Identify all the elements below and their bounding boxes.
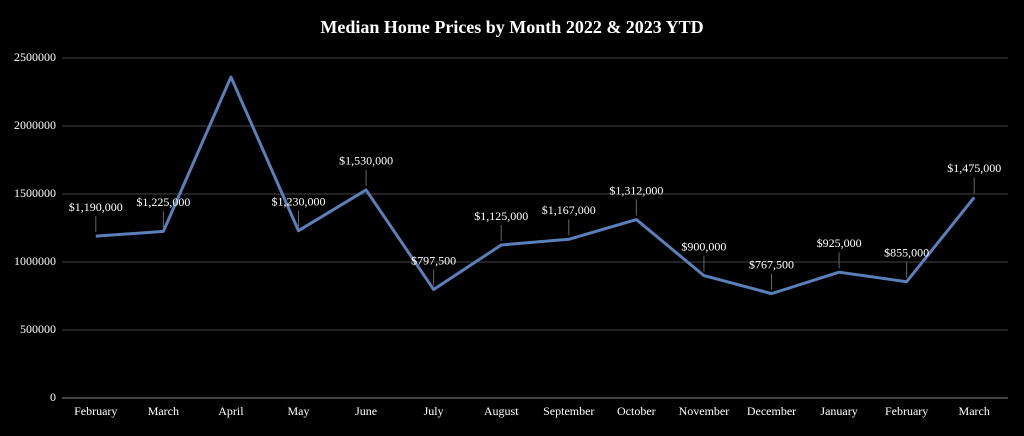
x-tick-label: October: [617, 404, 656, 418]
y-tick-label: 2500000: [14, 50, 56, 64]
data-label: $1,530,000: [339, 154, 393, 168]
data-label: $925,000: [817, 236, 862, 250]
data-label: $855,000: [884, 245, 929, 259]
data-label: $1,225,000: [136, 195, 190, 209]
x-tick-label: June: [355, 404, 377, 418]
y-tick-label: 1000000: [14, 254, 56, 268]
data-label: $797,500: [411, 253, 456, 267]
y-tick-label: 500000: [20, 322, 56, 336]
y-tick-label: 1500000: [14, 186, 56, 200]
x-tick-label: August: [484, 404, 519, 418]
data-label: $900,000: [681, 239, 726, 253]
series-line: [95, 75, 976, 296]
x-tick-label: April: [218, 404, 244, 418]
chart-title: Median Home Prices by Month 2022 & 2023 …: [320, 17, 703, 37]
data-label: $1,312,000: [609, 183, 663, 197]
x-tick-label: September: [543, 404, 594, 418]
data-label: $1,190,000: [69, 200, 123, 214]
data-label: $1,230,000: [272, 194, 326, 208]
y-tick-label: 0: [50, 390, 56, 404]
x-tick-label: December: [747, 404, 796, 418]
y-tick-label: 2000000: [14, 118, 56, 132]
x-tick-label: February: [74, 404, 117, 418]
data-label: $1,125,000: [474, 209, 528, 223]
x-tick-label: March: [148, 404, 179, 418]
x-tick-label: February: [885, 404, 928, 418]
x-tick-label: November: [679, 404, 730, 418]
x-tick-label: January: [820, 404, 857, 418]
data-label: $767,500: [749, 257, 794, 271]
data-label: $1,167,000: [542, 203, 596, 217]
data-label: $1,475,000: [947, 161, 1001, 175]
x-tick-label: May: [288, 404, 310, 418]
x-tick-label: July: [424, 404, 444, 418]
x-tick-label: March: [959, 404, 990, 418]
